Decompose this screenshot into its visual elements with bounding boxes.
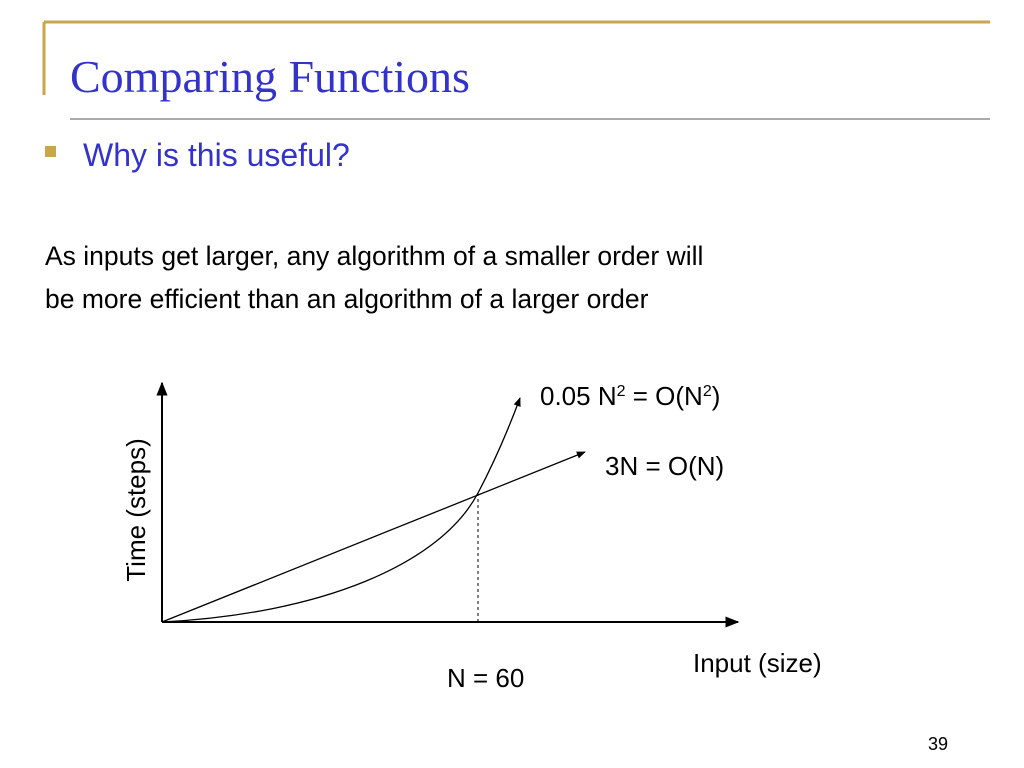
diagram: Time (steps) Input (size) 0.05 N2 = O(N2… (121, 381, 822, 693)
bullet-marker (45, 146, 56, 157)
label-part: 0.05 N (540, 381, 617, 411)
label-part: = O(N (626, 381, 703, 411)
linear-curve (161, 451, 586, 623)
bullet-text: Why is this useful? (83, 137, 350, 173)
label-part: ) (712, 381, 721, 411)
y-axis-label: Time (steps) (121, 438, 151, 582)
slide-title: Comparing Functions (70, 51, 470, 102)
page-number: 39 (928, 734, 948, 754)
quadratic-curve (161, 397, 521, 623)
label-superscript: 2 (703, 383, 712, 400)
x-axis-label: Input (size) (693, 648, 822, 678)
linear-label: 3N = O(N) (605, 451, 724, 481)
quadratic-label: 0.05 N2 = O(N2) (540, 381, 720, 411)
crossover-label: N = 60 (447, 663, 524, 693)
paragraph-line: be more efficient than an algorithm of a… (45, 284, 649, 314)
paragraph-line: As inputs get larger, any algorithm of a… (45, 241, 703, 271)
label-superscript: 2 (617, 383, 626, 400)
